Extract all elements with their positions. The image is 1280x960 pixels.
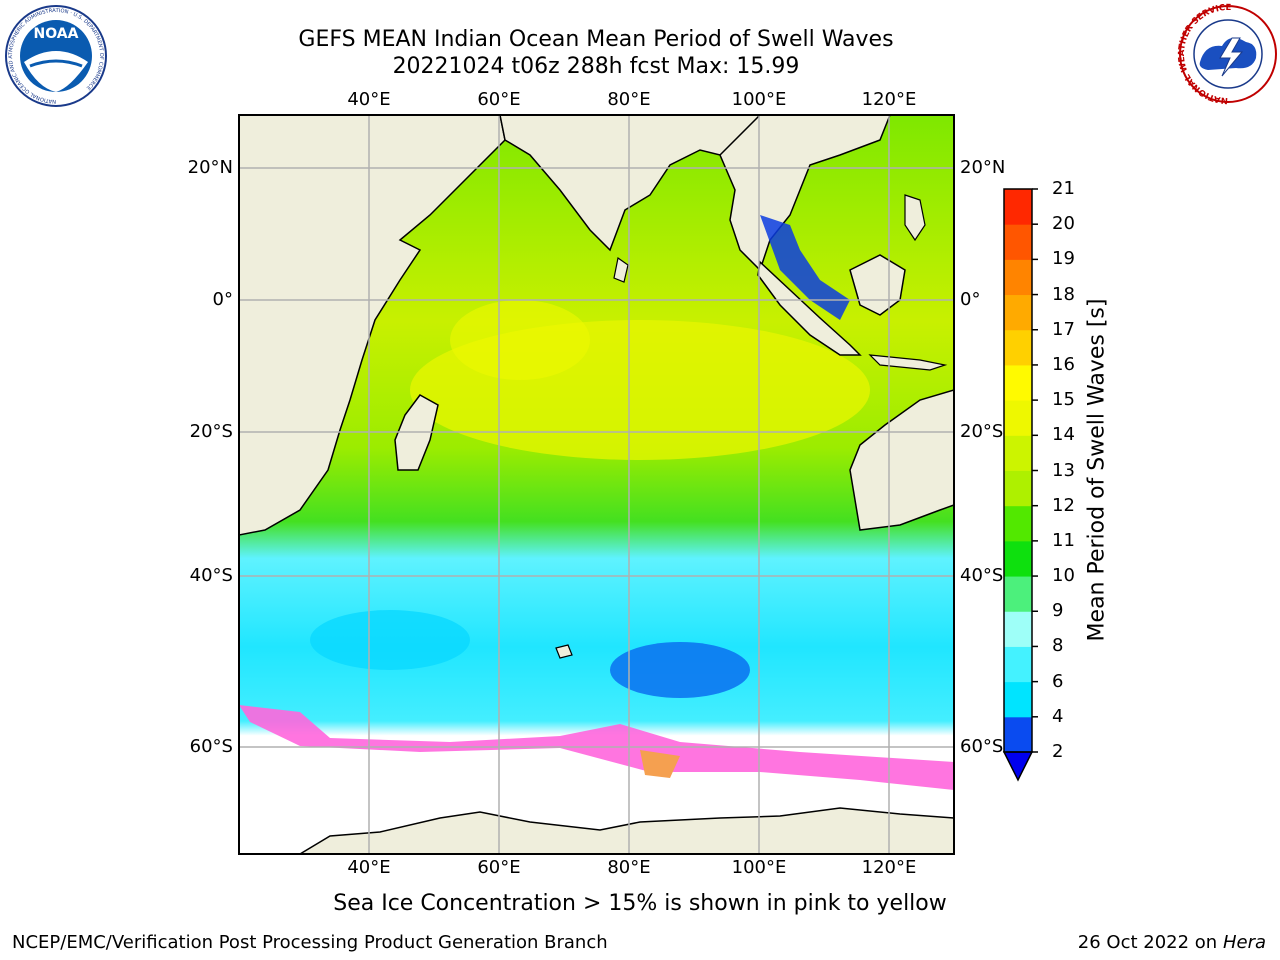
kerguelen-land xyxy=(555,644,573,659)
australia-land xyxy=(849,389,954,531)
lon-tick-top: 120°E xyxy=(861,89,917,110)
noaa-logo-text: NOAA xyxy=(34,26,79,42)
colorbar-segment xyxy=(1004,435,1032,471)
lon-tick-top: 60°E xyxy=(477,89,521,110)
lat-tick-left: 20°S xyxy=(189,421,233,442)
lat-tick-right: 40°S xyxy=(960,565,1004,586)
colorbar-segment xyxy=(1004,470,1032,507)
noaa-logo: NOAA NATIONAL OCEANIC AND ATMOSPHERIC AD… xyxy=(5,5,107,107)
colorbar-tick-label: 9 xyxy=(1052,600,1064,622)
lat-tick-left: 60°S xyxy=(189,736,233,757)
sea-ice-note: Sea Ice Concentration > 15% is shown in … xyxy=(333,891,947,916)
colorbar-segment xyxy=(1004,646,1032,683)
colorbar-segment xyxy=(1004,400,1032,436)
colorbar-tick-label: 13 xyxy=(1052,459,1075,481)
colorbar-tick-label: 11 xyxy=(1052,529,1075,551)
lat-tick-left: 20°N xyxy=(187,157,233,178)
colorbar-tick-label: 17 xyxy=(1052,318,1075,340)
colorbar-segment xyxy=(1004,576,1032,612)
lat-tick-left: 0° xyxy=(212,289,233,310)
colorbar-segment xyxy=(1004,294,1032,331)
colorbar-tick-label: 12 xyxy=(1052,494,1075,516)
sri-lanka-land xyxy=(613,256,629,283)
high-period-patch xyxy=(450,300,590,380)
colorbar-tick-label: 18 xyxy=(1052,283,1075,305)
colorbar-under-arrow xyxy=(1002,751,1034,782)
colorbar-tick-label: 14 xyxy=(1052,424,1075,446)
lon-tick-bottom: 60°E xyxy=(477,857,521,878)
footer-machine: Hera xyxy=(1222,932,1266,953)
lat-tick-right: 60°S xyxy=(960,736,1004,757)
colorbar-tick-label: 2 xyxy=(1052,741,1064,762)
antarctica-land xyxy=(298,807,954,854)
map-frame xyxy=(238,114,955,855)
low-period-seas xyxy=(760,215,850,320)
lon-tick-top: 40°E xyxy=(347,89,391,110)
colorbar-tick-label: 21 xyxy=(1052,178,1075,199)
colorbar-segment xyxy=(1004,329,1032,366)
lat-tick-left: 40°S xyxy=(189,565,233,586)
colorbar-tick-label: 19 xyxy=(1052,248,1075,270)
lon-tick-top: 100°E xyxy=(731,89,787,110)
low-period-patch-central xyxy=(610,642,750,698)
lat-tick-right: 20°S xyxy=(960,421,1004,442)
colorbar-tick-label: 10 xyxy=(1052,565,1075,587)
footer-date-text: 26 Oct 2022 on xyxy=(1077,932,1218,953)
low-period-patch-west xyxy=(310,610,470,670)
colorbar-segment xyxy=(1004,716,1032,753)
philippines-land xyxy=(904,194,926,242)
colorbar xyxy=(1002,188,1038,782)
colorbar-segment xyxy=(1004,681,1032,718)
colorbar-tick-label: 8 xyxy=(1052,635,1064,657)
lon-tick-bottom: 100°E xyxy=(731,857,787,878)
colorbar-segment xyxy=(1004,505,1032,542)
footer-date: 26 Oct 2022 on Hera xyxy=(1078,932,1266,953)
chart-subtitle: 20221024 t06z 288h fcst Max: 15.99 xyxy=(392,54,800,79)
lon-tick-bottom: 40°E xyxy=(347,857,391,878)
colorbar-segment xyxy=(1004,611,1032,647)
colorbar-tick-label: 6 xyxy=(1052,670,1064,692)
map-panel xyxy=(239,115,954,854)
lon-tick-top: 80°E xyxy=(607,89,651,110)
lon-tick-bottom: 120°E xyxy=(861,857,917,878)
sumatra-land xyxy=(757,260,862,356)
lat-tick-right: 20°N xyxy=(960,157,1006,178)
colorbar-segment xyxy=(1004,224,1032,260)
colorbar-segment xyxy=(1004,364,1032,401)
colorbar-tick-label: 20 xyxy=(1052,213,1075,235)
colorbar-segment xyxy=(1004,259,1032,296)
colorbar-tick-label: 16 xyxy=(1052,353,1075,375)
africa-land xyxy=(239,115,506,536)
footer-credit: NCEP/EMC/Verification Post Processing Pr… xyxy=(12,932,608,953)
colorbar-label: Mean Period of Swell Waves [s] xyxy=(1084,298,1110,642)
colorbar-tick-label: 4 xyxy=(1052,705,1064,727)
map-gridlines xyxy=(239,115,954,854)
chart-title: GEFS MEAN Indian Ocean Mean Period of Sw… xyxy=(298,27,894,52)
colorbar-tick-label: 15 xyxy=(1052,389,1075,411)
lon-tick-bottom: 80°E xyxy=(607,857,651,878)
colorbar-segment xyxy=(1004,540,1032,577)
sea-ice-patch xyxy=(640,750,680,778)
lat-tick-right: 0° xyxy=(960,289,981,310)
colorbar-segment xyxy=(1004,189,1032,225)
